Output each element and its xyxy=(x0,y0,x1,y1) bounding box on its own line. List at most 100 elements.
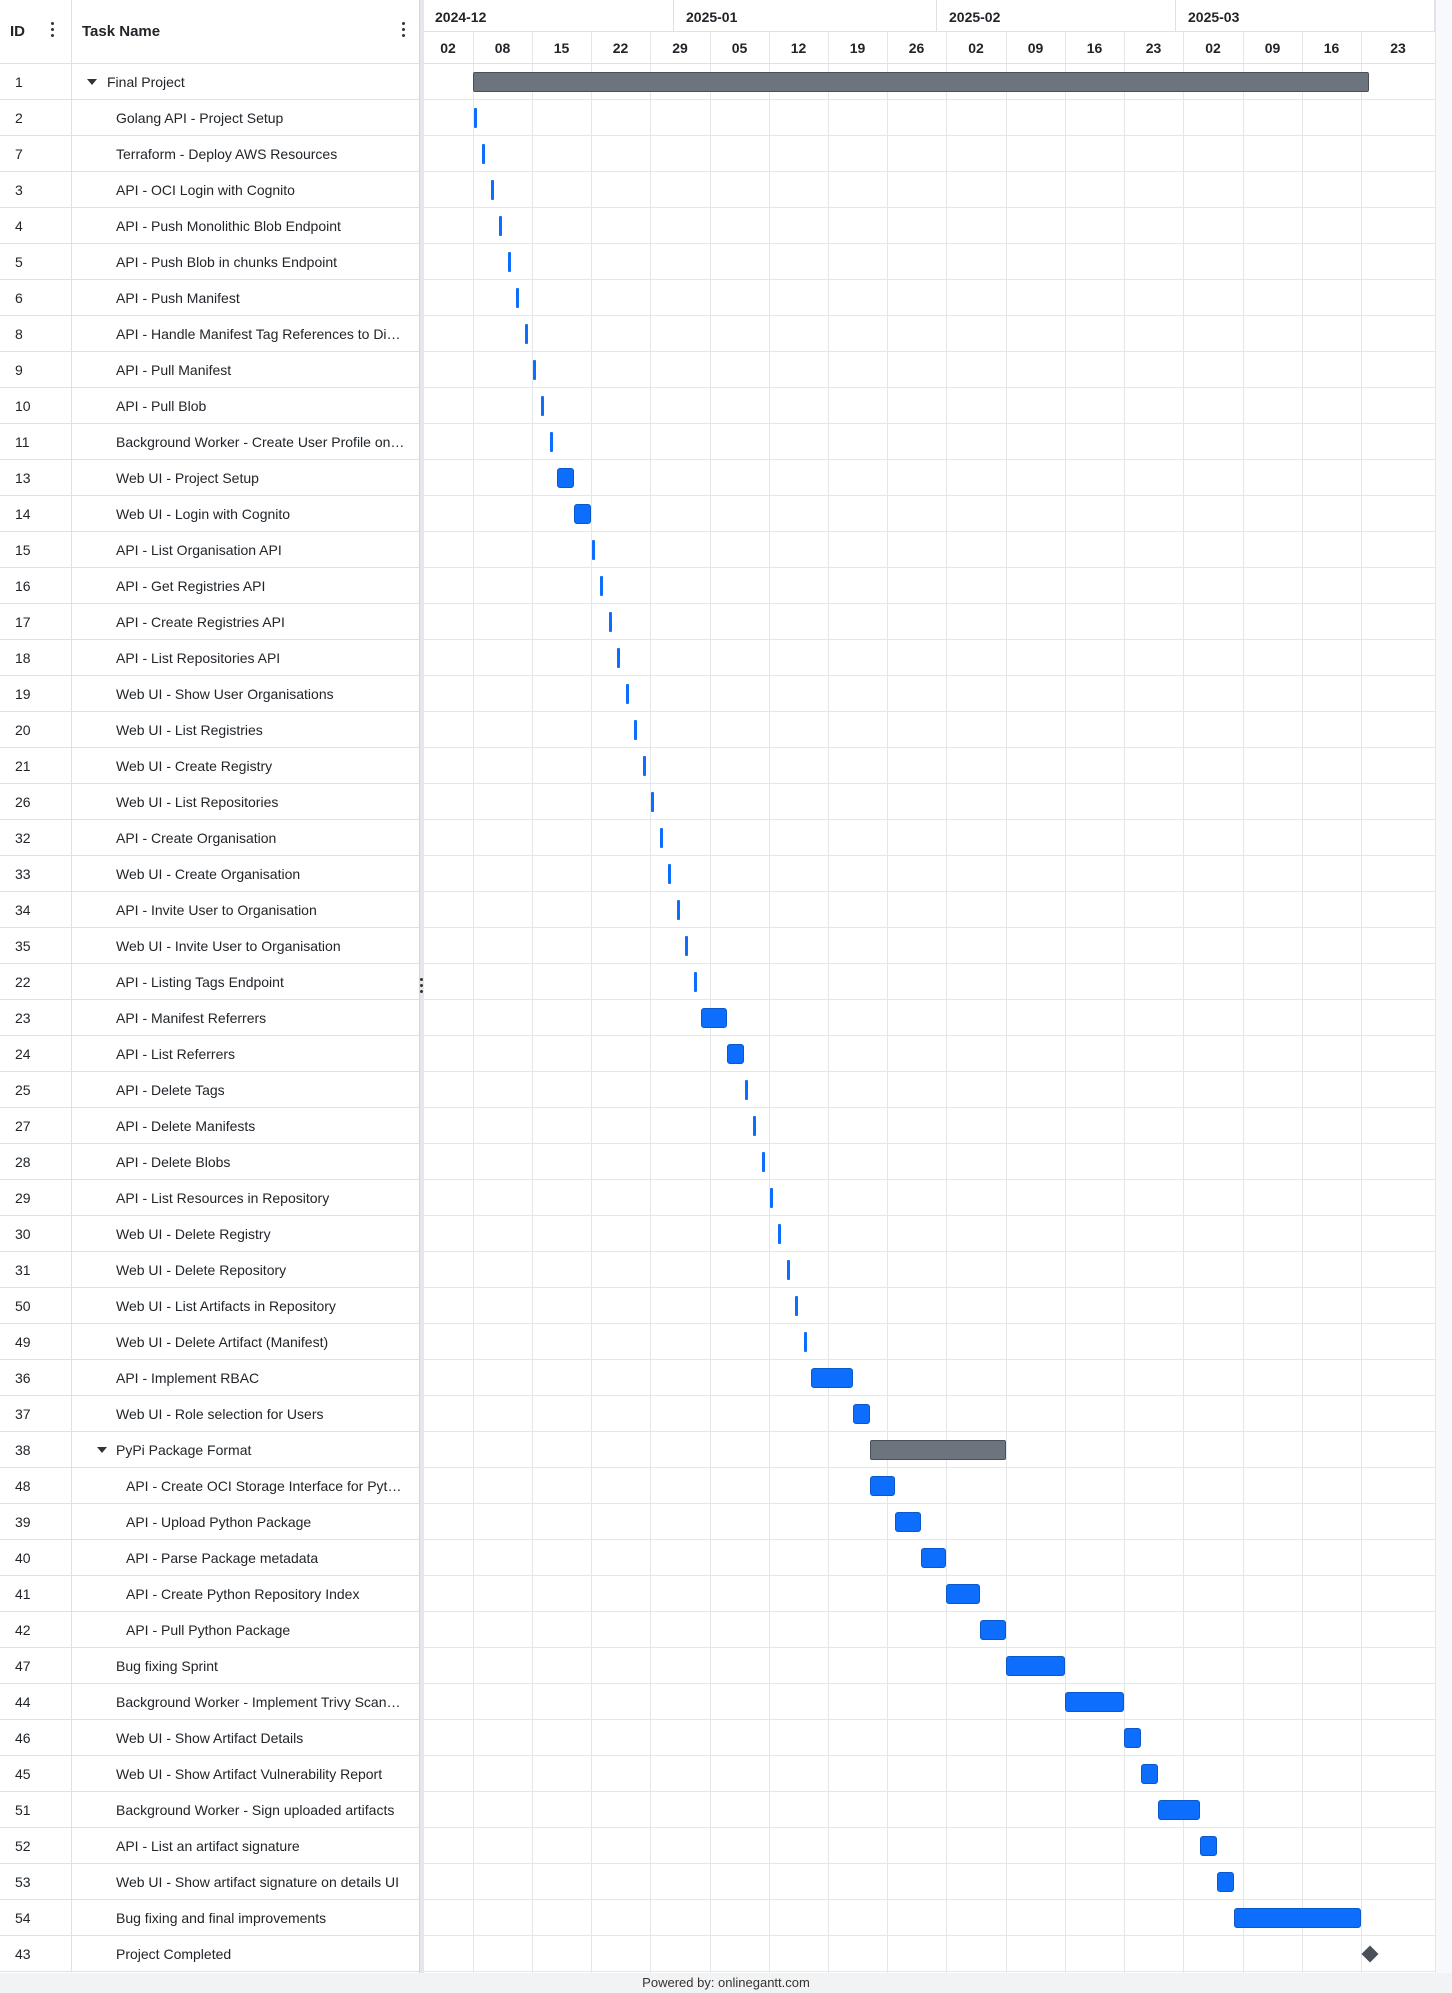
task-row[interactable]: 26 Web UI - List Repositories xyxy=(0,784,420,820)
task-name-cell[interactable]: API - Parse Package metadata xyxy=(72,1540,420,1576)
task-row[interactable]: 22 API - Listing Tags Endpoint xyxy=(0,964,420,1000)
task-bar[interactable] xyxy=(499,216,503,236)
task-row[interactable]: 39 API - Upload Python Package xyxy=(0,1504,420,1540)
task-bar[interactable] xyxy=(693,972,697,992)
task-row[interactable]: 42 API - Pull Python Package xyxy=(0,1612,420,1648)
task-row[interactable]: 4 API - Push Monolithic Blob Endpoint xyxy=(0,208,420,244)
task-row[interactable]: 34 API - Invite User to Organisation xyxy=(0,892,420,928)
task-name-cell[interactable]: Web UI - Delete Artifact (Manifest) xyxy=(72,1324,420,1360)
task-bar[interactable] xyxy=(651,792,654,812)
task-name-cell[interactable]: Web UI - Delete Repository xyxy=(72,1252,420,1288)
task-bar[interactable] xyxy=(516,288,520,308)
task-bar[interactable] xyxy=(668,864,672,884)
task-row[interactable]: 7 Terraform - Deploy AWS Resources xyxy=(0,136,420,172)
task-bar[interactable] xyxy=(608,612,612,632)
task-name-cell[interactable]: Final Project xyxy=(72,64,420,100)
task-name-cell[interactable]: API - OCI Login with Cognito xyxy=(72,172,420,208)
task-name-cell[interactable]: Web UI - Create Registry xyxy=(72,748,420,784)
task-bar[interactable] xyxy=(659,828,663,848)
task-bar[interactable] xyxy=(853,1404,871,1424)
task-name-cell[interactable]: API - Invite User to Organisation xyxy=(72,892,420,928)
task-name-cell[interactable]: Web UI - List Repositories xyxy=(72,784,420,820)
task-row[interactable]: 46 Web UI - Show Artifact Details xyxy=(0,1720,420,1756)
task-row[interactable]: 30 Web UI - Delete Registry xyxy=(0,1216,420,1252)
task-row[interactable]: 3 API - OCI Login with Cognito xyxy=(0,172,420,208)
task-row[interactable]: 43 Project Completed xyxy=(0,1936,420,1972)
task-row[interactable]: 45 Web UI - Show Artifact Vulnerability R… xyxy=(0,1756,420,1792)
task-row[interactable]: 51 Background Worker - Sign uploaded arti… xyxy=(0,1792,420,1828)
task-name-cell[interactable]: Background Worker - Create User Profile … xyxy=(72,424,420,460)
task-bar[interactable] xyxy=(770,1188,773,1208)
id-column-menu-icon[interactable] xyxy=(51,22,55,38)
task-bar[interactable] xyxy=(557,468,575,488)
task-row[interactable]: 52 API - List an artifact signature xyxy=(0,1828,420,1864)
task-bar[interactable] xyxy=(625,684,629,704)
task-bar[interactable] xyxy=(574,504,591,524)
task-bar[interactable] xyxy=(786,1260,790,1280)
task-name-column-menu-icon[interactable] xyxy=(402,22,406,38)
task-row[interactable]: 36 API - Implement RBAC xyxy=(0,1360,420,1396)
task-name-cell[interactable]: Project Completed xyxy=(72,1936,420,1972)
task-name-cell[interactable]: Web UI - Show artifact signature on deta… xyxy=(72,1864,420,1900)
task-name-cell[interactable]: API - Push Monolithic Blob Endpoint xyxy=(72,208,420,244)
splitter-grip-icon[interactable] xyxy=(420,978,423,994)
task-name-cell[interactable]: Web UI - Role selection for Users xyxy=(72,1396,420,1432)
task-row[interactable]: 18 API - List Repositories API xyxy=(0,640,420,676)
task-name-cell[interactable]: API - Pull Blob xyxy=(72,388,420,424)
task-bar[interactable] xyxy=(1124,1728,1141,1748)
task-name-cell[interactable]: Web UI - Show Artifact Details xyxy=(72,1720,420,1756)
task-name-cell[interactable]: API - Upload Python Package xyxy=(72,1504,420,1540)
task-row[interactable]: 24 API - List Referrers xyxy=(0,1036,420,1072)
task-bar[interactable] xyxy=(634,720,638,740)
task-bar[interactable] xyxy=(474,108,477,128)
task-bar[interactable] xyxy=(1217,1872,1235,1892)
task-bar[interactable] xyxy=(1006,1656,1065,1676)
task-row[interactable]: 40 API - Parse Package metadata xyxy=(0,1540,420,1576)
task-name-cell[interactable]: API - Create OCI Storage Interface for P… xyxy=(72,1468,420,1504)
task-name-cell[interactable]: API - List Resources in Repository xyxy=(72,1180,420,1216)
task-row[interactable]: 13 Web UI - Project Setup xyxy=(0,460,420,496)
task-row[interactable]: 17 API - Create Registries API xyxy=(0,604,420,640)
task-name-cell[interactable]: Web UI - Show Artifact Vulnerability Rep… xyxy=(72,1756,420,1792)
task-row[interactable]: 49 Web UI - Delete Artifact (Manifest) xyxy=(0,1324,420,1360)
task-row[interactable]: 21 Web UI - Create Registry xyxy=(0,748,420,784)
task-name-cell[interactable]: API - List Organisation API xyxy=(72,532,420,568)
task-name-cell[interactable]: Web UI - Show User Organisations xyxy=(72,676,420,712)
powered-by-text[interactable]: Powered by: onlinegantt.com xyxy=(642,1975,810,1990)
task-name-cell[interactable]: Background Worker - Implement Trivy Scan… xyxy=(72,1684,420,1720)
task-bar[interactable] xyxy=(778,1224,782,1244)
task-name-column-header[interactable]: Task Name xyxy=(72,0,420,64)
task-name-cell[interactable]: API - Pull Python Package xyxy=(72,1612,420,1648)
task-name-cell[interactable]: API - Create Python Repository Index xyxy=(72,1576,420,1612)
task-row[interactable]: 29 API - List Resources in Repository xyxy=(0,1180,420,1216)
vertical-scrollbar[interactable] xyxy=(1435,0,1452,1973)
task-bar[interactable] xyxy=(744,1080,748,1100)
task-name-cell[interactable]: API - Delete Manifests xyxy=(72,1108,420,1144)
task-name-cell[interactable]: Bug fixing and final improvements xyxy=(72,1900,420,1936)
task-row[interactable]: 15 API - List Organisation API xyxy=(0,532,420,568)
task-row[interactable]: 23 API - Manifest Referrers xyxy=(0,1000,420,1036)
task-row[interactable]: 50 Web UI - List Artifacts in Repository xyxy=(0,1288,420,1324)
task-row[interactable]: 11 Background Worker - Create User Profil… xyxy=(0,424,420,460)
task-name-cell[interactable]: Web UI - Login with Cognito xyxy=(72,496,420,532)
task-name-cell[interactable]: Web UI - Project Setup xyxy=(72,460,420,496)
task-name-cell[interactable]: Terraform - Deploy AWS Resources xyxy=(72,136,420,172)
task-row[interactable]: 20 Web UI - List Registries xyxy=(0,712,420,748)
task-name-cell[interactable]: API - Create Organisation xyxy=(72,820,420,856)
task-name-cell[interactable]: API - Implement RBAC xyxy=(72,1360,420,1396)
task-name-cell[interactable]: PyPi Package Format xyxy=(72,1432,420,1468)
task-row[interactable]: 37 Web UI - Role selection for Users xyxy=(0,1396,420,1432)
task-row[interactable]: 53 Web UI - Show artifact signature on de… xyxy=(0,1864,420,1900)
task-row[interactable]: 35 Web UI - Invite User to Organisation xyxy=(0,928,420,964)
task-row[interactable]: 28 API - Delete Blobs xyxy=(0,1144,420,1180)
task-bar[interactable] xyxy=(490,180,494,200)
task-name-cell[interactable]: API - Create Registries API xyxy=(72,604,420,640)
task-row[interactable]: 38 PyPi Package Format xyxy=(0,1432,420,1468)
task-bar[interactable] xyxy=(617,648,621,668)
task-bar[interactable] xyxy=(642,756,646,776)
task-name-cell[interactable]: Background Worker - Sign uploaded artifa… xyxy=(72,1792,420,1828)
task-name-cell[interactable]: Web UI - List Registries xyxy=(72,712,420,748)
task-row[interactable]: 25 API - Delete Tags xyxy=(0,1072,420,1108)
task-bar[interactable] xyxy=(549,432,553,452)
task-name-cell[interactable]: API - List Repositories API xyxy=(72,640,420,676)
